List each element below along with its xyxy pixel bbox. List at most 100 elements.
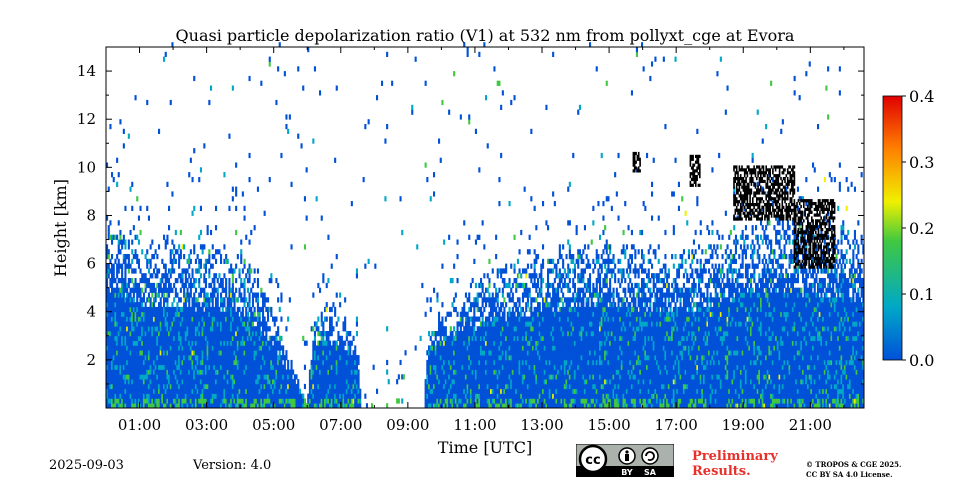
heatmap-cell [282, 345, 285, 351]
heatmap-cell [238, 287, 241, 293]
heatmap-cell [461, 379, 464, 385]
heatmap-cell [317, 355, 320, 361]
heatmap-cell [488, 278, 491, 284]
heatmap-cell [515, 398, 518, 404]
heatmap-cell [208, 331, 211, 337]
heatmap-cell [127, 306, 130, 313]
heatmap-cell [178, 379, 181, 385]
heatmap-cell [159, 331, 162, 337]
heatmap-cell [161, 340, 164, 346]
heatmap-cell [215, 374, 218, 380]
heatmap-cell [516, 398, 519, 404]
heatmap-cell [223, 374, 226, 380]
heatmap-cell [433, 383, 436, 390]
heatmap-cell [208, 350, 211, 356]
heatmap-cell [278, 355, 281, 361]
heatmap-cell [241, 403, 244, 409]
heatmap-cell [466, 311, 469, 317]
heatmap-cell [218, 398, 221, 404]
heatmap-cell [131, 359, 134, 366]
heatmap-cell [302, 393, 305, 399]
heatmap-cell [426, 393, 429, 399]
heatmap-cell [171, 268, 174, 274]
heatmap-cell [111, 335, 114, 341]
heatmap-cell [322, 345, 325, 351]
heatmap-cell [226, 364, 229, 370]
heatmap-cell [132, 311, 135, 317]
heatmap-cell [313, 383, 316, 390]
heatmap-cell [342, 326, 345, 332]
heatmap-cell [124, 393, 127, 399]
heatmap-cell [184, 321, 187, 327]
heatmap-cell [168, 331, 171, 337]
heatmap-cell [147, 374, 150, 380]
heatmap-cell [486, 331, 489, 337]
heatmap-cell [256, 335, 259, 341]
heatmap-cell [211, 369, 214, 375]
heatmap-cell [124, 297, 127, 303]
heatmap-cell [352, 403, 355, 409]
heatmap-cell [137, 340, 140, 346]
heatmap-cell [119, 292, 122, 298]
heatmap-cell [448, 234, 451, 240]
heatmap-cell [526, 316, 529, 322]
heatmap-cell [147, 331, 150, 337]
heatmap-cell [178, 244, 181, 250]
heatmap-cell [500, 273, 503, 279]
heatmap-cell [277, 331, 280, 337]
heatmap-cell [256, 326, 259, 332]
heatmap-cell [347, 364, 350, 370]
heatmap-cell [473, 321, 476, 327]
heatmap-cell [320, 321, 323, 327]
heatmap-cell [131, 239, 134, 245]
heatmap-cell [277, 345, 280, 351]
heatmap-cell [339, 374, 342, 380]
heatmap-cell [107, 350, 110, 356]
heatmap-cell [313, 331, 316, 337]
heatmap-cell [134, 306, 137, 313]
heatmap-cell [485, 321, 488, 327]
heatmap-cell [215, 225, 218, 231]
heatmap-cell [107, 249, 110, 255]
heatmap-cell [267, 345, 270, 351]
heatmap-cell [109, 306, 112, 313]
heatmap-cell [298, 393, 301, 399]
heatmap-cell [496, 311, 499, 317]
heatmap-cell [117, 350, 120, 356]
heatmap-cell [243, 374, 246, 380]
heatmap-cell [198, 331, 201, 337]
heatmap-cell [179, 355, 182, 361]
heatmap-cell [272, 359, 275, 366]
heatmap-cell [520, 359, 523, 366]
heatmap-cell [141, 393, 144, 399]
heatmap-cell [449, 311, 452, 317]
heatmap-cell [194, 311, 197, 317]
heatmap-cell [253, 355, 256, 361]
heatmap-cell [535, 383, 538, 390]
heatmap-cell [265, 326, 268, 332]
heatmap-cell [106, 306, 109, 313]
heatmap-cell [132, 287, 135, 293]
heatmap-cell [112, 292, 115, 298]
heatmap-cell [345, 379, 348, 385]
heatmap-cell [436, 331, 439, 337]
heatmap-cell [106, 302, 109, 308]
heatmap-cell [506, 369, 509, 375]
heatmap-cell [528, 383, 531, 390]
heatmap-cell [493, 369, 496, 375]
heatmap-cell [186, 359, 189, 366]
heatmap-cell [215, 345, 218, 351]
heatmap-cell [441, 99, 444, 106]
heatmap-cell [424, 379, 427, 385]
heatmap-cell [533, 355, 536, 361]
heatmap-cell [171, 335, 174, 341]
heatmap-cell [131, 316, 134, 322]
heatmap-cell [268, 359, 271, 366]
heatmap-cell [216, 379, 219, 385]
heatmap-cell [258, 321, 261, 327]
heatmap-cell [174, 316, 177, 322]
heatmap-cell [141, 335, 144, 341]
heatmap-cell [464, 383, 467, 390]
heatmap-cell [485, 388, 488, 394]
heatmap-cell [503, 335, 506, 341]
